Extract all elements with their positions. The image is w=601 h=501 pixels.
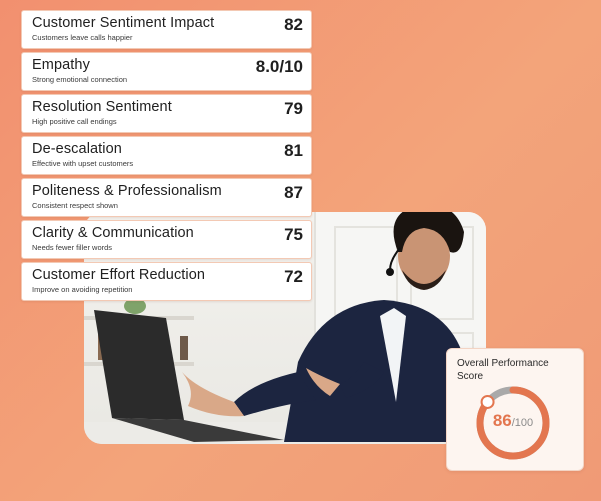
right-arm — [340, 362, 384, 398]
metric-subtitle: Improve on avoiding repetition — [32, 285, 133, 294]
headset-mic — [386, 268, 394, 276]
metric-score: 72 — [284, 267, 303, 286]
metric-subtitle: Effective with upset customers — [32, 159, 134, 168]
laptop-screen — [94, 310, 184, 420]
metric-title: Empathy — [32, 57, 90, 73]
agent-illustration — [94, 212, 472, 442]
laptop-keyboard — [112, 418, 284, 442]
metric-title: Clarity & Communication — [32, 225, 194, 241]
metric-card-customer-sentiment-impact: Customer Sentiment Impact Customers leav… — [21, 10, 312, 49]
overall-performance-title: Overall Performance Score — [457, 358, 549, 382]
face — [398, 226, 450, 286]
overall-score-max: /100 — [511, 417, 534, 429]
metric-title: Resolution Sentiment — [32, 99, 172, 115]
gauge-knob — [480, 394, 495, 409]
plant — [124, 298, 146, 314]
overall-score: 86/100 — [471, 411, 555, 431]
metric-subtitle: Needs fewer filler words — [32, 243, 113, 252]
metric-card-customer-effort-reduction: Customer Effort Reduction Improve on avo… — [21, 262, 312, 301]
metric-card-empathy: Empathy Strong emotional connection 8.0/… — [21, 52, 312, 91]
gauge-fill — [476, 386, 550, 460]
right-hand — [306, 368, 340, 396]
metric-score: 87 — [284, 183, 303, 202]
overall-score-value: 86 — [492, 411, 512, 430]
metric-title: Politeness & Professionalism — [32, 183, 222, 199]
hair — [393, 212, 464, 253]
metric-title: Customer Sentiment Impact — [32, 15, 215, 31]
overall-performance-card: Overall Performance Score 86/100 — [446, 348, 584, 471]
metric-subtitle: Customers leave calls happier — [32, 33, 133, 42]
shirt — [380, 308, 406, 402]
book — [180, 336, 188, 360]
metric-score: 82 — [284, 15, 303, 34]
left-hand — [182, 372, 244, 417]
metric-subtitle: High positive call endings — [32, 117, 117, 126]
beard — [402, 270, 446, 290]
metric-score: 8.0/10 — [255, 57, 303, 76]
metric-subtitle: Strong emotional connection — [32, 75, 128, 84]
metric-score: 81 — [284, 141, 303, 160]
metric-title: De-escalation — [32, 141, 122, 157]
metric-card-de-escalation: De-escalation Effective with upset custo… — [21, 136, 312, 175]
left-arm — [234, 372, 316, 416]
metric-subtitle: Consistent respect shown — [32, 201, 118, 210]
metric-score: 75 — [284, 225, 303, 244]
gauge-ring — [476, 386, 550, 460]
metric-score: 79 — [284, 99, 303, 118]
metric-card-clarity-communication: Clarity & Communication Needs fewer fill… — [21, 220, 312, 259]
overall-score-gauge: 86/100 — [471, 381, 555, 465]
metric-title: Customer Effort Reduction — [32, 267, 206, 283]
metric-card-resolution-sentiment: Resolution Sentiment High positive call … — [21, 94, 312, 133]
metric-card-politeness-professionalism: Politeness & Professionalism Consistent … — [21, 178, 312, 217]
